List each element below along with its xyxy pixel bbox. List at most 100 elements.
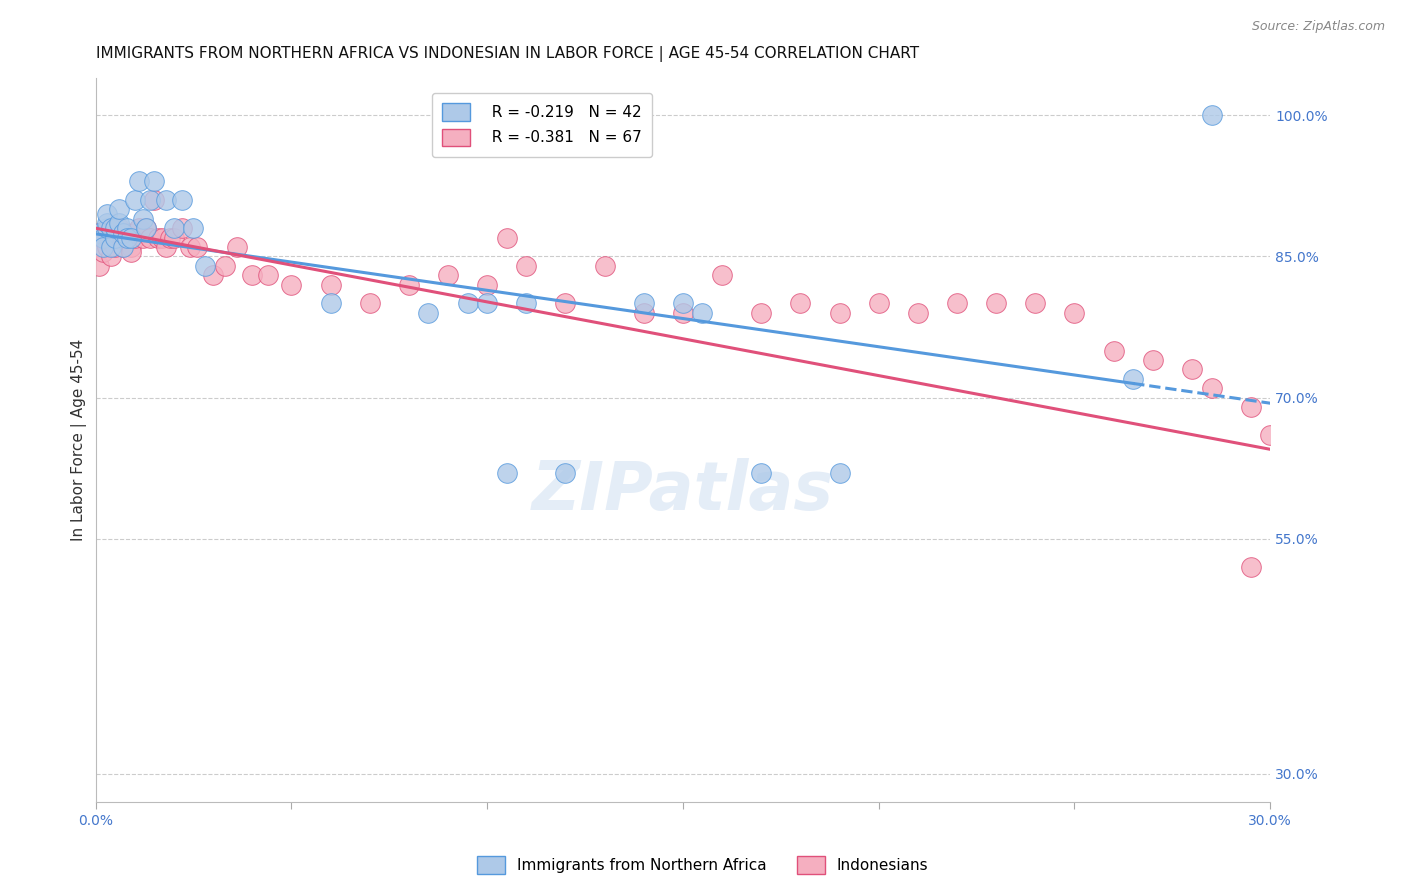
Point — [202, 268, 225, 283]
Point — [170, 193, 193, 207]
Point — [143, 174, 166, 188]
Point — [907, 306, 929, 320]
Point — [749, 306, 772, 320]
Point — [131, 230, 153, 244]
Point — [115, 230, 138, 244]
Y-axis label: In Labor Force | Age 45-54: In Labor Force | Age 45-54 — [72, 339, 87, 541]
Point — [120, 230, 142, 244]
Point — [359, 296, 381, 310]
Point — [319, 296, 342, 310]
Point — [139, 230, 162, 244]
Point — [1102, 343, 1125, 358]
Point — [789, 296, 811, 310]
Point — [749, 466, 772, 480]
Point — [124, 226, 146, 240]
Point — [1201, 108, 1223, 122]
Point — [194, 259, 217, 273]
Point — [108, 217, 131, 231]
Point — [593, 259, 616, 273]
Point — [868, 296, 890, 310]
Legend: Immigrants from Northern Africa, Indonesians: Immigrants from Northern Africa, Indones… — [471, 850, 935, 880]
Point — [111, 240, 134, 254]
Text: IMMIGRANTS FROM NORTHERN AFRICA VS INDONESIAN IN LABOR FORCE | AGE 45-54 CORRELA: IMMIGRANTS FROM NORTHERN AFRICA VS INDON… — [96, 46, 918, 62]
Point — [711, 268, 734, 283]
Point — [139, 193, 162, 207]
Point — [111, 230, 134, 244]
Point — [124, 230, 146, 244]
Point — [104, 240, 127, 254]
Point — [128, 174, 150, 188]
Point — [120, 244, 142, 259]
Point — [163, 230, 186, 244]
Legend:   R = -0.219   N = 42,   R = -0.381   N = 67: R = -0.219 N = 42, R = -0.381 N = 67 — [432, 93, 652, 157]
Point — [946, 296, 969, 310]
Point — [1240, 400, 1263, 414]
Point — [111, 240, 134, 254]
Point — [96, 221, 118, 235]
Point — [111, 226, 134, 240]
Point — [986, 296, 1008, 310]
Point — [96, 217, 118, 231]
Point — [104, 230, 127, 244]
Point — [135, 221, 157, 235]
Text: ZIPatlas: ZIPatlas — [531, 458, 834, 524]
Point — [135, 221, 157, 235]
Point — [633, 296, 655, 310]
Point — [89, 226, 111, 240]
Point — [150, 230, 173, 244]
Point — [163, 221, 186, 235]
Point — [186, 240, 208, 254]
Point — [104, 221, 127, 235]
Point — [1142, 353, 1164, 368]
Point — [108, 221, 131, 235]
Point — [93, 244, 115, 259]
Point — [115, 226, 138, 240]
Point — [1122, 372, 1144, 386]
Text: Source: ZipAtlas.com: Source: ZipAtlas.com — [1251, 20, 1385, 33]
Point — [398, 277, 420, 292]
Point — [100, 240, 122, 254]
Point — [475, 296, 498, 310]
Point — [633, 306, 655, 320]
Point — [93, 240, 115, 254]
Point — [1181, 362, 1204, 376]
Point — [828, 466, 851, 480]
Point — [515, 296, 537, 310]
Point — [495, 230, 517, 244]
Point — [120, 240, 142, 254]
Point — [257, 268, 280, 283]
Point — [240, 268, 263, 283]
Point — [108, 202, 131, 217]
Point — [672, 306, 695, 320]
Point — [828, 306, 851, 320]
Point — [457, 296, 479, 310]
Point — [143, 193, 166, 207]
Point — [89, 259, 111, 273]
Point — [515, 259, 537, 273]
Point — [155, 240, 177, 254]
Point — [108, 226, 131, 240]
Point — [1258, 428, 1281, 442]
Point — [128, 221, 150, 235]
Point — [437, 268, 460, 283]
Point — [148, 230, 170, 244]
Point — [100, 221, 122, 235]
Point — [225, 240, 247, 254]
Point — [183, 221, 205, 235]
Point — [96, 207, 118, 221]
Point — [1063, 306, 1085, 320]
Point — [115, 235, 138, 250]
Point — [1240, 560, 1263, 574]
Point — [159, 230, 181, 244]
Point — [104, 226, 127, 240]
Point — [93, 230, 115, 244]
Point — [692, 306, 714, 320]
Point — [100, 249, 122, 263]
Point — [93, 230, 115, 244]
Point — [280, 277, 302, 292]
Point — [100, 221, 122, 235]
Point — [418, 306, 440, 320]
Point — [155, 193, 177, 207]
Point — [214, 259, 236, 273]
Point — [554, 296, 576, 310]
